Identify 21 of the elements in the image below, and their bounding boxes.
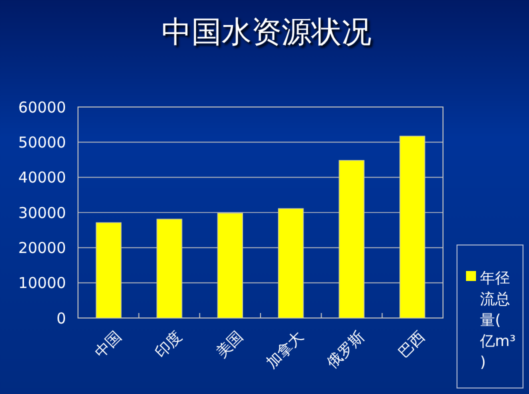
text: 年径流总量(亿m³) [479,269,516,371]
bar [278,208,304,318]
x-tick-label: 巴西 [394,328,429,362]
y-tick-label: 0 [56,309,66,328]
x-tick-label: 中国 [90,328,125,362]
bar [217,212,243,318]
x-tick-label: 印度 [152,328,186,362]
y-tick-label: 10000 [18,274,66,292]
y-tick-label: 20000 [18,238,66,257]
x-tick-label: 加拿大 [262,328,308,372]
y-tick-label: 30000 [18,204,66,222]
y-tick-label: 60000 [18,98,66,116]
x-tick-label: 俄罗斯 [323,328,368,372]
y-tick-label: 40000 [18,168,66,187]
bar [156,218,182,318]
y-tick-label: 50000 [18,133,66,152]
bar [96,222,122,318]
bar [399,136,426,318]
chart-title: 中国水资源状况 [162,15,372,50]
bar [338,160,364,318]
x-tick-label: 美国 [212,328,246,362]
